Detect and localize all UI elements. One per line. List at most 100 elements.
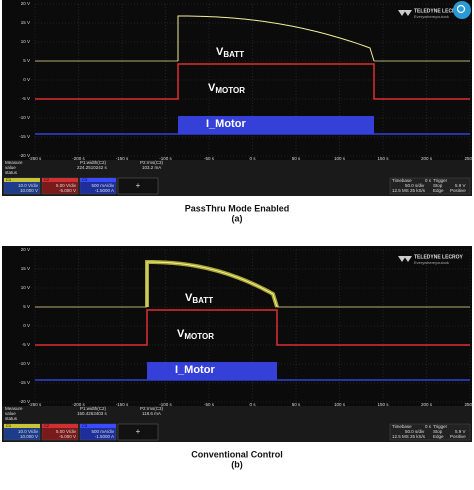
timebase-mode: Stop: [433, 183, 443, 188]
y-axis-label: -5 V: [22, 342, 30, 347]
x-axis-label: -200 s: [72, 402, 85, 407]
x-axis-label: -200 s: [72, 156, 85, 161]
timebase-slope: Positive: [450, 188, 466, 193]
timebase-rate: 50.0 s/div: [405, 429, 425, 434]
label-vmotor-sub: MOTOR: [215, 86, 245, 95]
y-axis-label: 0 V: [23, 77, 30, 82]
label-vbatt: VBATT: [216, 46, 244, 59]
timebase-delay: 0 s: [425, 178, 432, 183]
channel-header: [80, 424, 116, 428]
timebase-level: 5.9 V: [455, 429, 466, 434]
x-axis-label: 250 s: [464, 156, 474, 161]
channel-scale: 10.0 V/div: [18, 429, 39, 434]
trace-c2: [35, 309, 470, 346]
channel-header: [42, 178, 78, 182]
x-axis-label: -250 s: [29, 156, 42, 161]
measure-p2-name: P2:rms(C3): [140, 406, 164, 411]
caption-tag: (b): [231, 459, 243, 469]
x-axis-label: 250 s: [464, 402, 474, 407]
measure-row-label: value: [5, 411, 16, 416]
caption: PassThru Mode Enabled: [185, 203, 290, 213]
measure-row-label: Measure: [5, 406, 23, 411]
trace-c3-burst: [147, 362, 277, 380]
y-axis-label: 10 V: [21, 285, 30, 290]
timebase-samples: 12.5 MS: [392, 188, 409, 193]
timebase-rate: 50.0 s/div: [405, 183, 425, 188]
label-vmotor-main: V: [177, 328, 185, 340]
timebase-type: Edge: [433, 434, 444, 439]
label-vmotor: VMOTOR: [177, 328, 214, 341]
x-axis-label: -150 s: [116, 156, 129, 161]
timebase-mode: Stop: [433, 429, 443, 434]
y-axis-label: 5 V: [23, 58, 30, 63]
timebase-delay: 0 s: [425, 424, 432, 429]
timebase-trigger: Trigger: [433, 178, 448, 183]
timebase-slope: Positive: [450, 434, 466, 439]
timebase-samples: 12.5 MS: [392, 434, 409, 439]
channel-scale: 500 mA/div: [91, 429, 114, 434]
label-vbatt-sub: BATT: [192, 296, 213, 305]
x-axis-label: -100 s: [159, 402, 172, 407]
timebase-box: [389, 423, 471, 441]
measure-p2-value: 103.2 mA: [142, 165, 161, 170]
x-axis-label: 0 s: [249, 402, 256, 407]
add-button: +: [136, 427, 141, 436]
x-axis-label: -150 s: [116, 402, 129, 407]
x-axis-label: 200 s: [421, 156, 433, 161]
measure-row-label: value: [5, 165, 16, 170]
x-axis-label: 50 s: [292, 156, 301, 161]
timebase-trigger: Trigger: [433, 424, 448, 429]
measure-p2-name: P2:rms(C3): [140, 160, 164, 165]
label-vbatt: VBATT: [185, 292, 213, 305]
channel-header: [80, 178, 116, 182]
x-axis-label: -50 s: [204, 156, 215, 161]
logo-brand: TELEDYNE LECROY: [414, 254, 464, 260]
label-vmotor: VMOTOR: [208, 82, 245, 95]
y-axis-label: -10 V: [19, 115, 30, 120]
y-axis-label: 0 V: [23, 323, 30, 328]
y-axis-label: 20 V: [21, 1, 30, 6]
label-imotor: I_Motor: [206, 118, 246, 130]
measure-p1-name: P1:width(C2): [80, 160, 107, 165]
scope-panel: 20 V 15 V 10 V 5 V 0 V -5 V -10 V -15 V -20 V-25…: [2, 0, 474, 223]
logo-brand: TELEDYNE LECROY: [414, 8, 464, 14]
channel-id: C3: [82, 177, 88, 182]
label-vmotor-sub: MOTOR: [184, 332, 214, 341]
channel-offset: 10.000 V: [20, 188, 38, 193]
channel-header: [42, 424, 78, 428]
x-axis-label: 150 s: [377, 402, 389, 407]
timebase-box: [389, 177, 471, 195]
trace-c1-core: [146, 261, 278, 308]
channel-offset: -5.000 V: [59, 434, 76, 439]
x-axis-label: 50 s: [292, 402, 301, 407]
y-axis-label: -15 V: [19, 380, 30, 385]
channel-id: C1: [6, 423, 12, 428]
x-axis-label: -50 s: [204, 402, 215, 407]
x-axis-label: 200 s: [421, 402, 433, 407]
label-vbatt-main: V: [185, 292, 193, 304]
y-axis-label: -5 V: [22, 96, 30, 101]
y-axis-label: 15 V: [21, 266, 30, 271]
x-axis-label: 100 s: [334, 156, 346, 161]
channel-scale: 5.00 V/div: [56, 183, 77, 188]
channel-header: [4, 424, 40, 428]
channel-offset: -5.000 V: [59, 188, 76, 193]
y-axis-label: -10 V: [19, 361, 30, 366]
channel-id: C2: [44, 177, 50, 182]
channel-id: C1: [6, 177, 12, 182]
trace-c3-burst: [178, 116, 374, 134]
zoom-icon: [453, 1, 471, 19]
trace-c1: [177, 15, 375, 62]
measure-p2-value: 118.6 mA: [142, 411, 161, 416]
label-vmotor-main: V: [208, 82, 216, 94]
y-axis-label: -20 V: [19, 399, 30, 404]
channel-id: C3: [82, 423, 88, 428]
x-axis-label: 150 s: [377, 156, 389, 161]
y-axis-label: 5 V: [23, 304, 30, 309]
measure-p1-name: P1:width(C2): [80, 406, 107, 411]
y-axis-label: -20 V: [19, 153, 30, 158]
label-imotor: I_Motor: [175, 364, 215, 376]
logo-tagline: Everywhereyoulook: [414, 260, 449, 265]
